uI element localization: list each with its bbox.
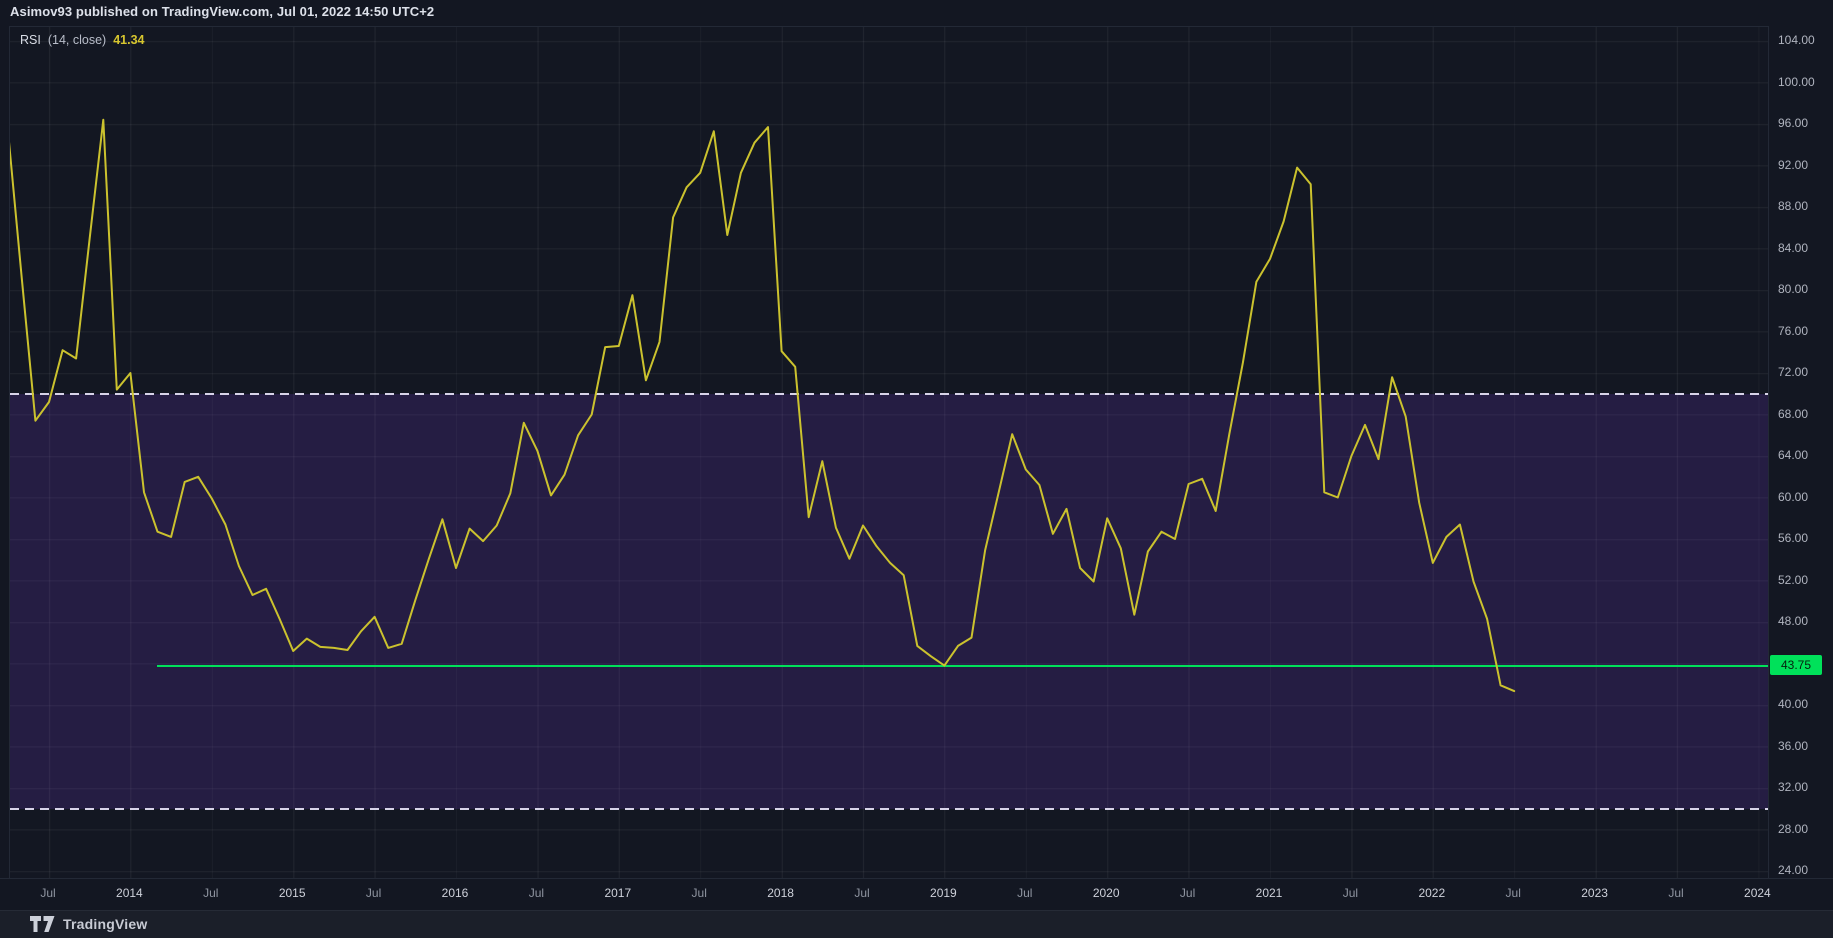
tradingview-logo-link[interactable]: TradingView [30,916,147,932]
price-axis-label: 52.00 [1778,572,1809,587]
price-axis-label: 32.00 [1778,780,1809,794]
time-axis-label: 2022 [1418,886,1446,900]
rsi-line [10,118,1516,693]
price-axis-label: 64.00 [1778,448,1809,462]
oversold-line [10,807,1768,810]
time-axis-label: Jul [1017,886,1033,900]
overbought-line [10,392,1768,395]
time-axis-label: 2017 [604,886,632,900]
support-ray[interactable] [157,665,1768,667]
time-axis-label: 2016 [441,886,469,900]
time-axis-label: Jul [1179,886,1196,900]
rsi-plot[interactable] [10,27,1768,878]
price-axis-label: 40.00 [1778,697,1809,711]
time-axis-label: 2019 [930,886,957,900]
time-axis-label: Jul [40,886,56,900]
publish-info: Asimov93 published on TradingView.com, J… [10,4,435,19]
time-axis-label: Jul [1668,886,1684,900]
price-axis-label: 100.00 [1778,74,1815,89]
price-axis[interactable]: 43.75 104.00 100.00 96.00 92.00 88.00 84.00 80… [1768,26,1833,910]
indicator-legend[interactable]: RSI (14, close) 41.34 [20,32,144,48]
time-axis-label: Jul [854,886,870,900]
price-axis-label: 60.00 [1778,489,1809,504]
price-axis-label: 88.00 [1778,199,1809,213]
indicator-params: (14, close) [47,33,107,47]
time-axis-label: 2018 [767,886,794,900]
time-axis-label: Jul [203,886,219,900]
price-axis-label: 68.00 [1778,406,1809,421]
price-axis-label: 80.00 [1778,282,1809,296]
price-axis-label: 76.00 [1778,323,1809,338]
time-axis-label: 2015 [278,886,306,900]
price-axis-label: 84.00 [1778,240,1809,255]
indicator-pane[interactable]: RSI (14, close) 41.34 [9,26,1768,878]
time-axis-label: Jul [528,886,545,900]
tradingview-logo-icon [30,916,55,932]
time-axis-label: Jul [691,886,707,900]
time-axis-label: Jul [1342,886,1359,900]
price-axis-label: 96.00 [1778,116,1809,130]
footer-bar: TradingView [0,910,1833,938]
time-axis-label: Jul [365,886,382,900]
time-axis-label: 2014 [116,886,143,900]
time-axis-label: 2024 [1744,886,1771,900]
price-axis-label: 48.00 [1778,614,1809,628]
time-axis-label: 2021 [1255,886,1283,900]
time-axis-label: Jul [1505,886,1521,900]
price-axis-label: 72.00 [1778,365,1809,379]
support-axis-label: 43.75 [1770,655,1822,675]
price-axis-label: 28.00 [1778,821,1809,836]
time-axis[interactable]: Jul 2014 Jul 2015 Jul 2016 Jul 2017 Jul 2018 Jul 20… [0,878,1833,910]
price-axis-label: 36.00 [1778,738,1809,753]
price-axis-label: 92.00 [1778,157,1809,172]
time-axis-label: 2020 [1092,886,1120,900]
indicator-title: RSI [20,33,41,47]
price-axis-label: 104.00 [1778,33,1815,47]
indicator-value: 41.34 [113,33,145,47]
price-axis-label: 56.00 [1778,531,1809,545]
price-axis-label: 24.00 [1778,863,1809,877]
time-axis-label: 2023 [1581,886,1608,900]
publish-header: Asimov93 published on TradingView.com, J… [0,0,1833,26]
tradingview-logo-text: TradingView [63,916,148,932]
